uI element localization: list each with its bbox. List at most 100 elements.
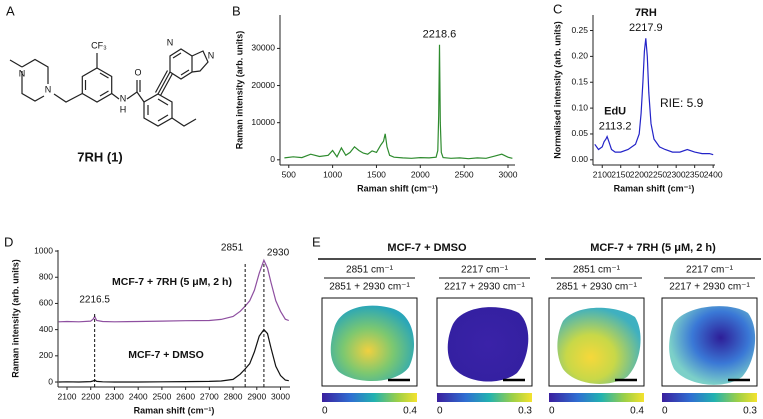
- peak-label: 2113.2: [599, 120, 632, 132]
- map-image: [669, 306, 756, 385]
- atom-label: N: [45, 84, 52, 94]
- x-tick-label: 1000: [323, 169, 342, 179]
- peak-label: 2218.6: [423, 29, 457, 41]
- colorbar-tick-label: 0: [437, 406, 443, 417]
- map-denominator: 2851 + 2930 cm⁻¹: [329, 282, 410, 293]
- x-axis-label: Raman shift (cm⁻¹): [614, 183, 695, 193]
- peak-label: 2851: [221, 243, 244, 254]
- x-axis-label: Raman shift (cm⁻¹): [357, 183, 438, 193]
- x-tick-label: 2300: [105, 391, 124, 401]
- y-axis-label: Normalised intensity (arb. units): [552, 21, 562, 159]
- panel-letter: D: [4, 234, 13, 249]
- spectrum-line: [594, 38, 714, 156]
- x-tick-label: 2300: [667, 169, 686, 179]
- map-image: [330, 305, 415, 382]
- peak-name: EdU: [604, 105, 626, 117]
- map-denominator: 2217 + 2930 cm⁻¹: [444, 282, 525, 293]
- spectrum-line: [284, 44, 513, 160]
- x-tick-label: 2200: [630, 169, 649, 179]
- map-denominator: 2217 + 2930 cm⁻¹: [669, 282, 750, 293]
- x-tick-label: 2400: [704, 169, 723, 179]
- atom-label: N: [120, 93, 127, 103]
- colorbar-tick-label: 0: [549, 406, 555, 417]
- y-tick-label: 10000: [251, 117, 275, 127]
- x-tick-label: 2000: [411, 169, 430, 179]
- series-label: MCF-7 + DMSO: [128, 349, 204, 361]
- colorbar-tick-label: 0.3: [743, 406, 757, 417]
- spectrum-line: [58, 328, 289, 383]
- y-axis-label: Raman intensity (arb. units): [10, 259, 20, 378]
- peak-label: 2930: [267, 248, 290, 259]
- atom-label: CF₃: [91, 40, 107, 50]
- y-tick-label: 800: [39, 271, 53, 281]
- y-tick-label: 400: [39, 324, 53, 334]
- x-axis-label: Raman shift (cm⁻¹): [134, 405, 215, 415]
- map-image: [447, 307, 529, 382]
- peak-label: 2216.5: [79, 295, 110, 306]
- colorbar-tick-label: 0: [662, 406, 668, 417]
- map-numerator: 2851 cm⁻¹: [346, 265, 394, 276]
- x-tick-label: 2800: [224, 391, 243, 401]
- y-tick-label: 0.25: [571, 25, 588, 35]
- y-tick-label: 0.15: [571, 76, 588, 86]
- x-tick-label: 2200: [81, 391, 100, 401]
- atom-label: N: [208, 50, 215, 60]
- y-tick-label: 600: [39, 298, 53, 308]
- map-image: [557, 307, 641, 384]
- atom-label: O: [134, 67, 141, 77]
- map-numerator: 2217 cm⁻¹: [686, 265, 734, 276]
- colorbar-tick-label: 0.4: [630, 406, 644, 417]
- colorbar-tick-label: 0: [322, 406, 328, 417]
- colorbar: [437, 393, 532, 402]
- map-numerator: 2217 cm⁻¹: [461, 265, 509, 276]
- panel-letter: B: [232, 3, 241, 18]
- y-tick-label: 30000: [251, 43, 275, 53]
- map-group-title: MCF-7 + 7RH (5 μM, 2 h): [590, 242, 716, 254]
- x-tick-label: 2500: [455, 169, 474, 179]
- colorbar: [662, 393, 757, 402]
- x-tick-label: 2350: [685, 169, 704, 179]
- y-tick-label: 1000: [34, 245, 53, 255]
- map-denominator: 2851 + 2930 cm⁻¹: [556, 282, 637, 293]
- y-axis-label: Raman intensity (arb. units): [234, 31, 244, 150]
- x-tick-label: 3000: [499, 169, 518, 179]
- x-tick-label: 2600: [176, 391, 195, 401]
- colorbar: [549, 393, 644, 402]
- atom-label: N: [19, 68, 26, 78]
- y-tick-label: 20000: [251, 80, 275, 90]
- y-tick-label: 0.05: [571, 128, 588, 138]
- molecule: [9, 48, 209, 127]
- compound-label: 7RH (1): [77, 149, 123, 164]
- colorbar-tick-label: 0.3: [518, 406, 532, 417]
- panel-letter: A: [6, 3, 15, 18]
- y-tick-label: 0.10: [571, 102, 588, 112]
- x-tick-label: 2100: [58, 391, 77, 401]
- peak-name: 7RH: [635, 7, 657, 19]
- x-tick-label: 2100: [593, 169, 612, 179]
- x-tick-label: 2250: [648, 169, 667, 179]
- x-tick-label: 3000: [271, 391, 290, 401]
- annotation: RIE: 5.9: [660, 96, 704, 110]
- y-tick-label: 0.00: [571, 154, 588, 164]
- spectrum-line: [58, 258, 290, 323]
- colorbar-tick-label: 0.4: [403, 406, 417, 417]
- y-tick-label: 0: [270, 154, 275, 164]
- peak-label: 2217.9: [629, 22, 663, 34]
- atom-label: H: [120, 104, 127, 114]
- map-group-title: MCF-7 + DMSO: [387, 242, 467, 254]
- panel-letter: E: [312, 234, 321, 249]
- x-tick-label: 2900: [247, 391, 266, 401]
- series-label: MCF-7 + 7RH (5 μM, 2 h): [112, 276, 232, 288]
- x-tick-label: 2700: [200, 391, 219, 401]
- x-tick-label: 500: [282, 169, 296, 179]
- x-tick-label: 2150: [611, 169, 630, 179]
- colorbar: [322, 393, 417, 402]
- y-tick-label: 200: [39, 350, 53, 360]
- y-tick-label: 0.20: [571, 51, 588, 61]
- atom-label: N: [167, 37, 174, 47]
- map-numerator: 2851 cm⁻¹: [573, 265, 621, 276]
- x-tick-label: 1500: [367, 169, 386, 179]
- panel-letter: C: [553, 1, 562, 16]
- x-tick-label: 2500: [152, 391, 171, 401]
